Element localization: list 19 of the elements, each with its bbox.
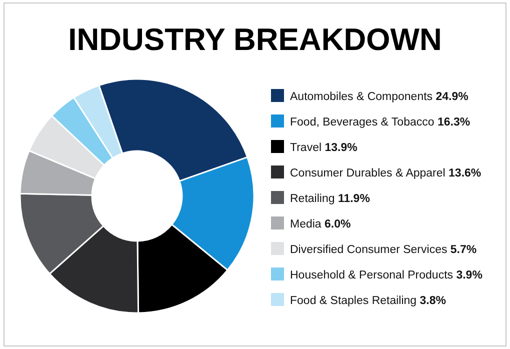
legend-label: Food, Beverages & Tobacco	[290, 116, 434, 128]
data-label: 3.9%	[453, 270, 482, 282]
data-label: 5.7%	[447, 244, 477, 256]
legend-label: Consumer Durables & Apparel	[290, 168, 446, 180]
data-label: 3.8%	[416, 295, 446, 307]
data-label: 6.0%	[321, 218, 351, 230]
data-label: 24.9%	[432, 91, 468, 103]
legend-label: Diversified Consumer Services	[290, 244, 448, 256]
legend-label: Automobiles & Components	[290, 91, 433, 103]
data-label: 13.9%	[322, 142, 358, 154]
legend-label: Food & Staples Retailing	[290, 295, 417, 307]
legend-label: Retailing	[290, 193, 335, 205]
legend-label: Travel	[290, 142, 322, 154]
legend-label: Media	[290, 218, 322, 230]
data-label: 16.3%	[434, 116, 470, 128]
legend-label: Household & Personal Products	[290, 270, 454, 282]
chart-title: INDUSTRY BREAKDOWN	[68, 22, 442, 57]
data-label: 13.6%	[445, 168, 482, 180]
data-label: 11.9%	[334, 193, 370, 205]
